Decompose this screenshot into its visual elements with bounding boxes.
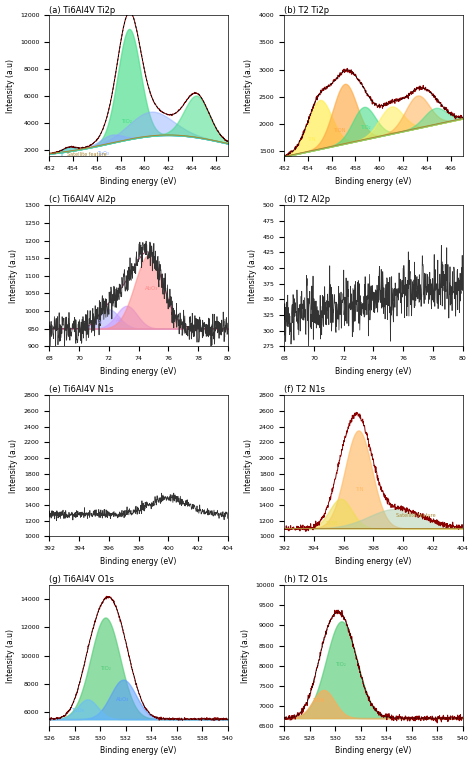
X-axis label: Binding energy (eV): Binding energy (eV) xyxy=(100,177,177,186)
Text: (d) T2 Al2p: (d) T2 Al2p xyxy=(284,196,330,205)
X-axis label: Binding energy (eV): Binding energy (eV) xyxy=(335,556,411,565)
Text: TiO₂: TiO₂ xyxy=(100,666,111,670)
Text: (h) T2 O1s: (h) T2 O1s xyxy=(284,575,328,584)
Y-axis label: Intensity (a.u): Intensity (a.u) xyxy=(9,438,18,492)
Text: TiON: TiON xyxy=(334,128,346,133)
Text: Ti: Ti xyxy=(59,152,63,157)
Y-axis label: Intensity (a.u): Intensity (a.u) xyxy=(248,249,257,303)
Text: TiON: TiON xyxy=(313,698,326,703)
Y-axis label: Intensity (a.u): Intensity (a.u) xyxy=(244,59,253,113)
Text: TiN: TiN xyxy=(308,137,317,142)
Text: Satellite feature: Satellite feature xyxy=(396,513,435,517)
Text: TiN: TiN xyxy=(356,487,364,492)
X-axis label: Binding energy (eV): Binding energy (eV) xyxy=(335,177,411,186)
Text: Ti₂O₃: Ti₂O₃ xyxy=(97,151,109,156)
Y-axis label: Intensity (a.u): Intensity (a.u) xyxy=(9,249,18,303)
Text: Ti₂O₃: Ti₂O₃ xyxy=(72,708,85,713)
Text: (b) T2 Ti2p: (b) T2 Ti2p xyxy=(284,5,329,14)
Text: Al₂O₃: Al₂O₃ xyxy=(116,697,129,702)
X-axis label: Binding energy (eV): Binding energy (eV) xyxy=(335,747,411,756)
Text: (c) Ti6Al4V Al2p: (c) Ti6Al4V Al2p xyxy=(49,196,116,205)
Text: TiO₂: TiO₂ xyxy=(362,126,372,130)
Y-axis label: Intensity (a.u): Intensity (a.u) xyxy=(6,59,15,113)
Text: (a) Ti6Al4V Ti2p: (a) Ti6Al4V Ti2p xyxy=(49,5,116,14)
Text: Al: Al xyxy=(99,320,103,326)
X-axis label: Binding energy (eV): Binding energy (eV) xyxy=(100,367,177,376)
Text: (e) Ti6Al4V N1s: (e) Ti6Al4V N1s xyxy=(49,385,114,394)
Text: Al₂O₃: Al₂O₃ xyxy=(145,286,158,291)
Text: (f) T2 N1s: (f) T2 N1s xyxy=(284,385,325,394)
Y-axis label: Intensity (a.u): Intensity (a.u) xyxy=(244,438,253,492)
Text: TiO₂: TiO₂ xyxy=(335,661,346,667)
Text: Al₂: Al₂ xyxy=(116,318,123,323)
Text: (g) Ti6Al4V O1s: (g) Ti6Al4V O1s xyxy=(49,575,114,584)
Text: Satellite feature: Satellite feature xyxy=(67,152,107,158)
Text: TiO₂: TiO₂ xyxy=(121,119,132,124)
X-axis label: Binding energy (eV): Binding energy (eV) xyxy=(100,747,177,756)
Text: TiON: TiON xyxy=(326,521,338,527)
X-axis label: Binding energy (eV): Binding energy (eV) xyxy=(335,367,411,376)
X-axis label: Binding energy (eV): Binding energy (eV) xyxy=(100,556,177,565)
Y-axis label: Intensity (a.u): Intensity (a.u) xyxy=(6,629,15,683)
Y-axis label: Intensity (a.u): Intensity (a.u) xyxy=(240,629,249,683)
